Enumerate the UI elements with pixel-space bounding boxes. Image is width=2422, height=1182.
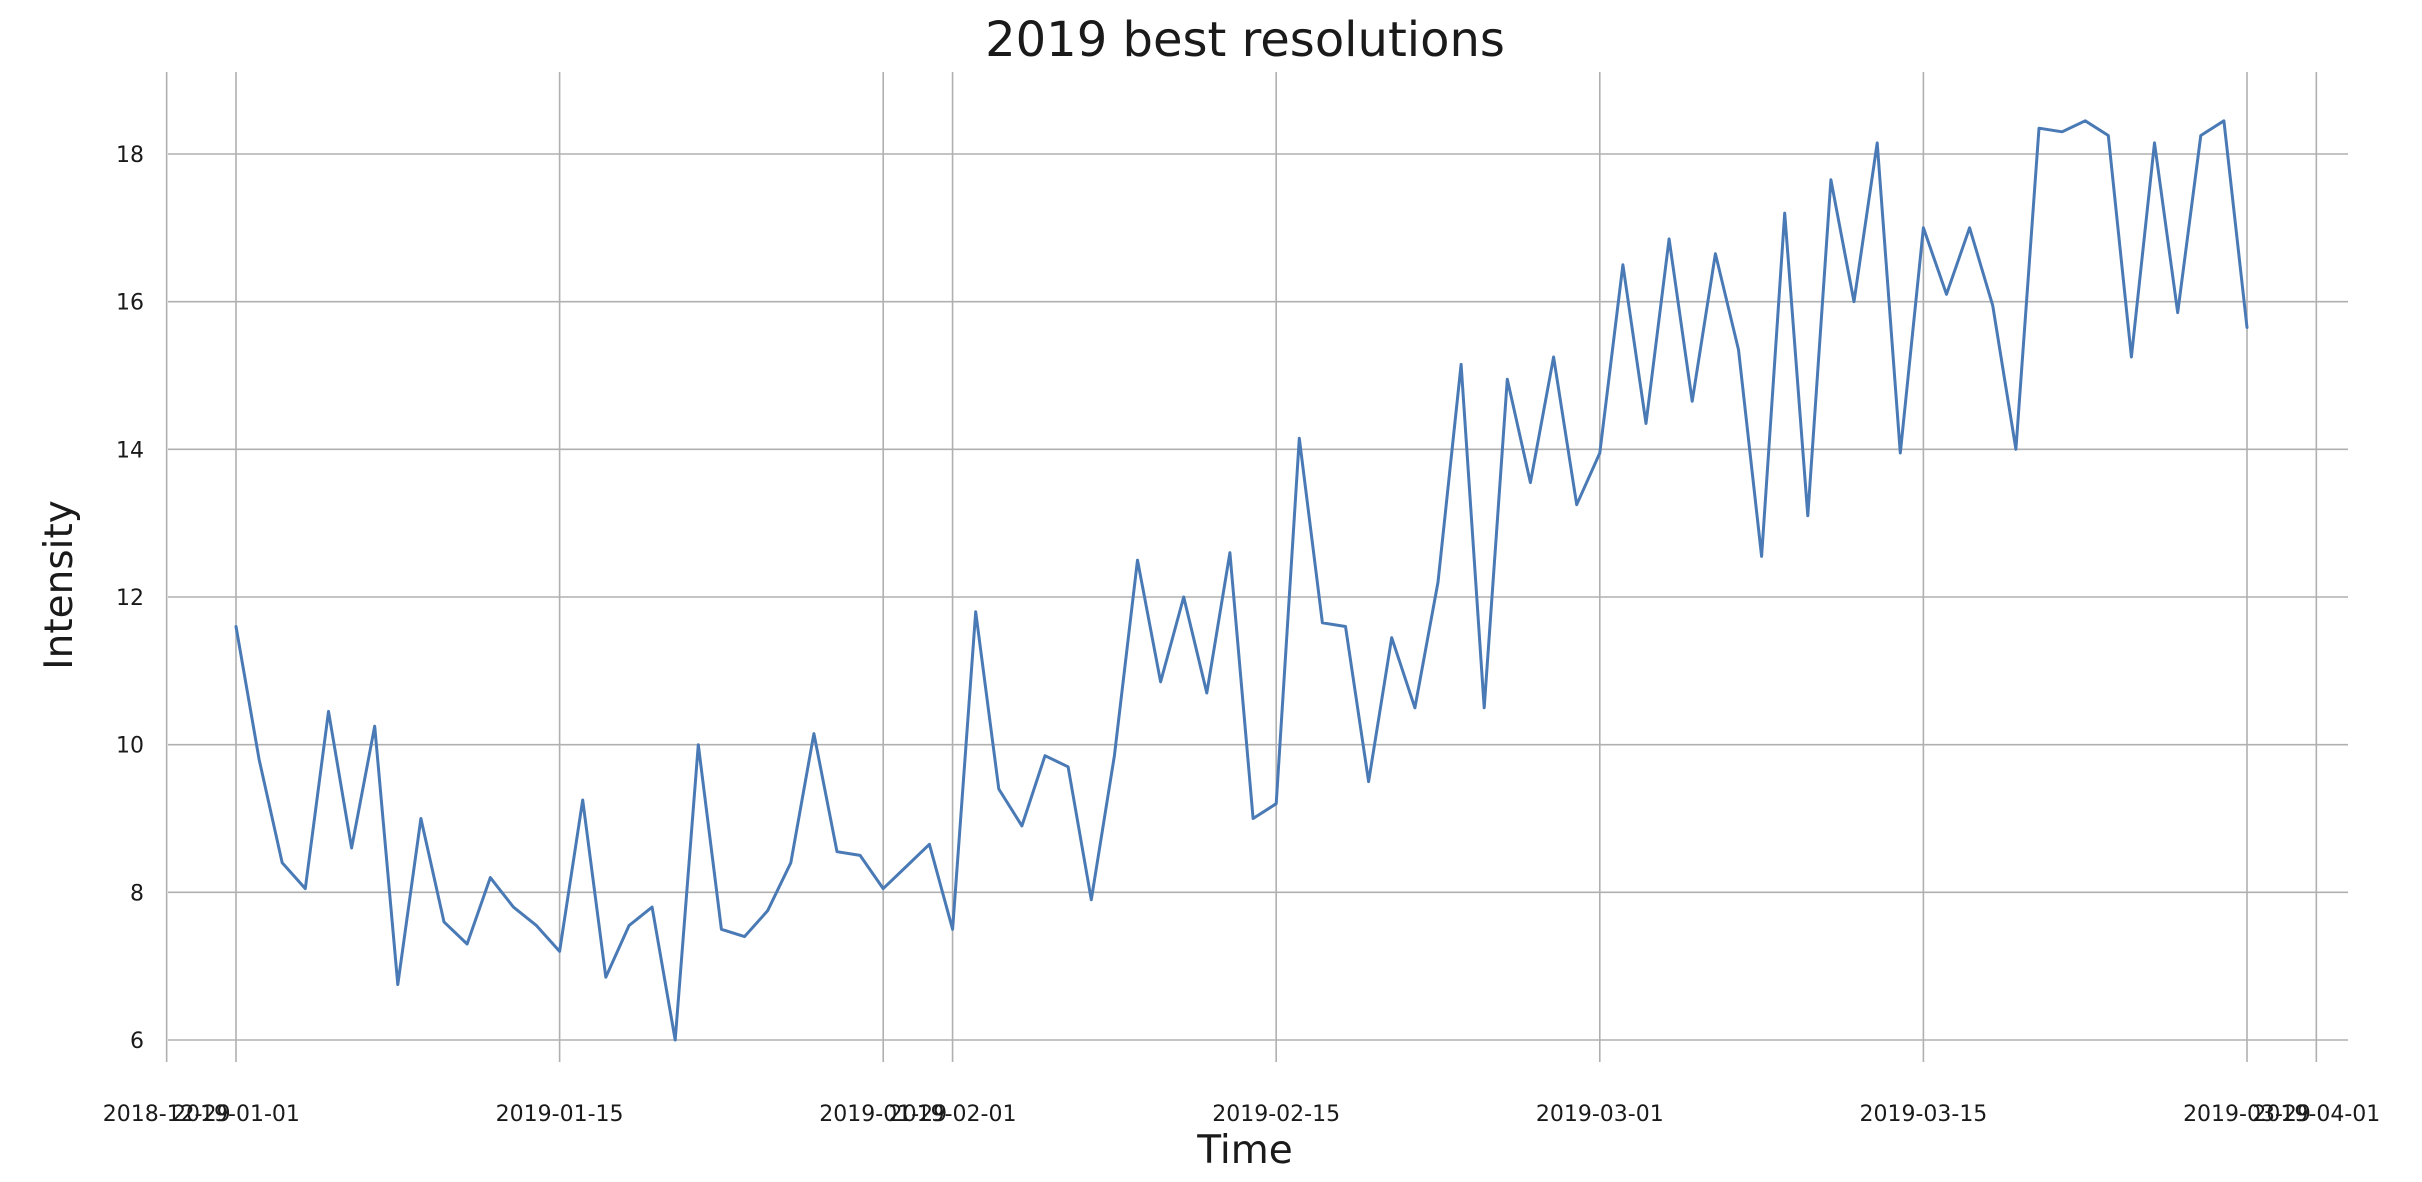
x-tick-label: 2019-01-01: [172, 1102, 300, 1127]
y-tick-label: 14: [116, 438, 144, 463]
y-tick-label: 16: [116, 291, 144, 316]
chart-title: 2019 best resolutions: [985, 12, 1505, 68]
series-line: [234, 119, 2249, 1042]
y-tick-label: 10: [116, 734, 144, 759]
y-tick-label: 8: [130, 881, 144, 906]
x-axis-label: Time: [1196, 1128, 1292, 1173]
y-axis-label: Intensity: [37, 500, 82, 670]
y-tick-label: 12: [116, 586, 144, 611]
series-layer: [234, 119, 2249, 1042]
x-tick-label: 2019-03-29: [2183, 1102, 2311, 1127]
x-tick-label: 2019-03-01: [1536, 1102, 1664, 1127]
x-tick-label: 2019-01-15: [496, 1102, 624, 1127]
x-tick-label: 2019-01-29: [819, 1102, 947, 1127]
x-tick-label: 2019-02-01: [889, 1102, 1017, 1127]
x-tick-label: 2019-04-01: [2252, 1102, 2380, 1127]
x-tick-label: 2019-03-15: [1859, 1102, 1987, 1127]
y-tick-label: 6: [130, 1029, 144, 1054]
x-tick-label: 2018-12-29: [103, 1102, 231, 1127]
x-tick-label: 2019-02-15: [1212, 1102, 1340, 1127]
y-tick-label: 18: [116, 143, 144, 168]
grid: [165, 72, 2348, 1062]
